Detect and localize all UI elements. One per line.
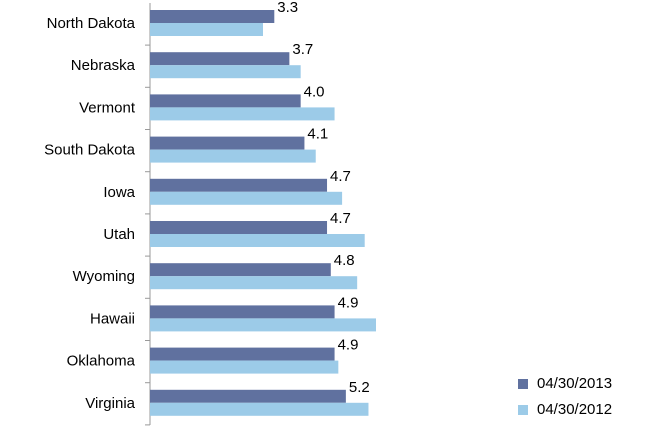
bar	[150, 389, 346, 403]
category-label: Oklahoma	[67, 353, 136, 370]
bar	[150, 178, 328, 192]
category-label: Iowa	[103, 184, 135, 201]
value-label: 4.1	[307, 126, 328, 143]
bar	[150, 107, 335, 121]
bar	[150, 263, 331, 277]
value-label: 4.8	[334, 252, 355, 269]
bar	[150, 347, 335, 361]
legend-label: 04/30/2012	[537, 401, 612, 418]
bar	[150, 305, 335, 319]
bar	[150, 23, 263, 36]
legend-swatch	[518, 379, 528, 389]
bar	[150, 94, 301, 108]
bar	[150, 221, 328, 234]
bar	[150, 136, 305, 150]
value-label: 4.7	[330, 168, 351, 185]
value-label: 5.2	[349, 379, 370, 396]
value-label: 3.3	[277, 0, 298, 16]
category-label: Nebraska	[71, 57, 136, 74]
category-label: South Dakota	[44, 142, 136, 159]
legend-swatch	[518, 405, 528, 415]
bar	[150, 360, 339, 374]
category-label: North Dakota	[47, 15, 136, 32]
value-label: 4.9	[338, 337, 359, 354]
bar	[150, 65, 301, 79]
value-label: 3.7	[292, 41, 313, 58]
bar	[150, 149, 316, 163]
value-label: 4.9	[338, 294, 359, 311]
category-label: Hawaii	[90, 310, 135, 327]
legend-label: 04/30/2013	[537, 375, 612, 392]
category-label: Utah	[103, 226, 135, 243]
category-label: Vermont	[79, 99, 136, 116]
bar	[150, 52, 290, 66]
bar	[150, 234, 365, 247]
bar	[150, 318, 376, 332]
category-label: Wyoming	[73, 268, 135, 285]
bar	[150, 10, 275, 23]
bar	[150, 276, 358, 290]
category-label: Virginia	[85, 395, 135, 412]
value-label: 4.0	[304, 83, 325, 100]
bar	[150, 191, 343, 205]
value-label: 4.7	[330, 210, 351, 227]
bar	[150, 402, 369, 416]
